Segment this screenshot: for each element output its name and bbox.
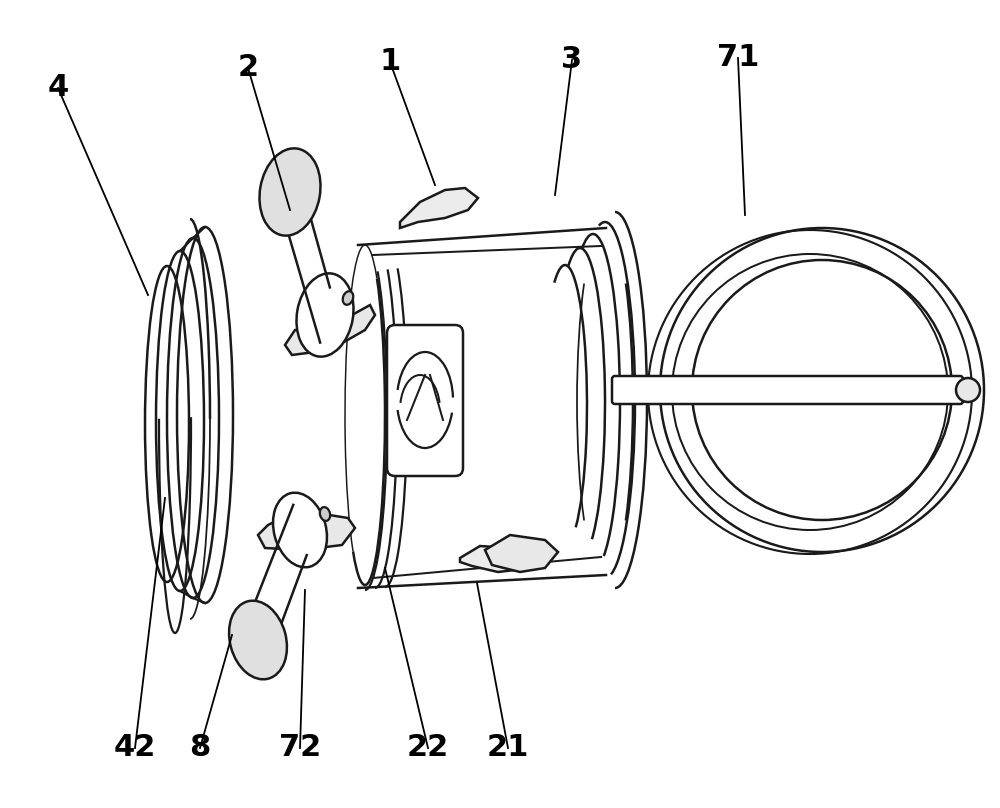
- Text: 4: 4: [47, 74, 69, 103]
- Text: 42: 42: [114, 734, 156, 763]
- Polygon shape: [460, 546, 522, 572]
- Polygon shape: [400, 188, 478, 228]
- Text: 21: 21: [487, 734, 529, 763]
- Text: 72: 72: [279, 734, 321, 763]
- Text: 8: 8: [189, 734, 211, 763]
- Ellipse shape: [296, 273, 354, 356]
- Text: 1: 1: [379, 48, 401, 77]
- Polygon shape: [285, 305, 375, 355]
- Ellipse shape: [956, 378, 980, 402]
- Polygon shape: [258, 510, 355, 550]
- Text: 3: 3: [561, 45, 583, 74]
- FancyBboxPatch shape: [387, 325, 463, 476]
- Ellipse shape: [229, 600, 287, 680]
- FancyBboxPatch shape: [612, 376, 963, 404]
- Text: 2: 2: [237, 53, 259, 82]
- Ellipse shape: [273, 493, 327, 567]
- Ellipse shape: [343, 291, 353, 305]
- Polygon shape: [485, 535, 558, 572]
- Text: 22: 22: [407, 734, 449, 763]
- Ellipse shape: [660, 228, 984, 552]
- Text: 71: 71: [717, 44, 759, 73]
- Ellipse shape: [320, 507, 330, 521]
- Ellipse shape: [259, 149, 321, 236]
